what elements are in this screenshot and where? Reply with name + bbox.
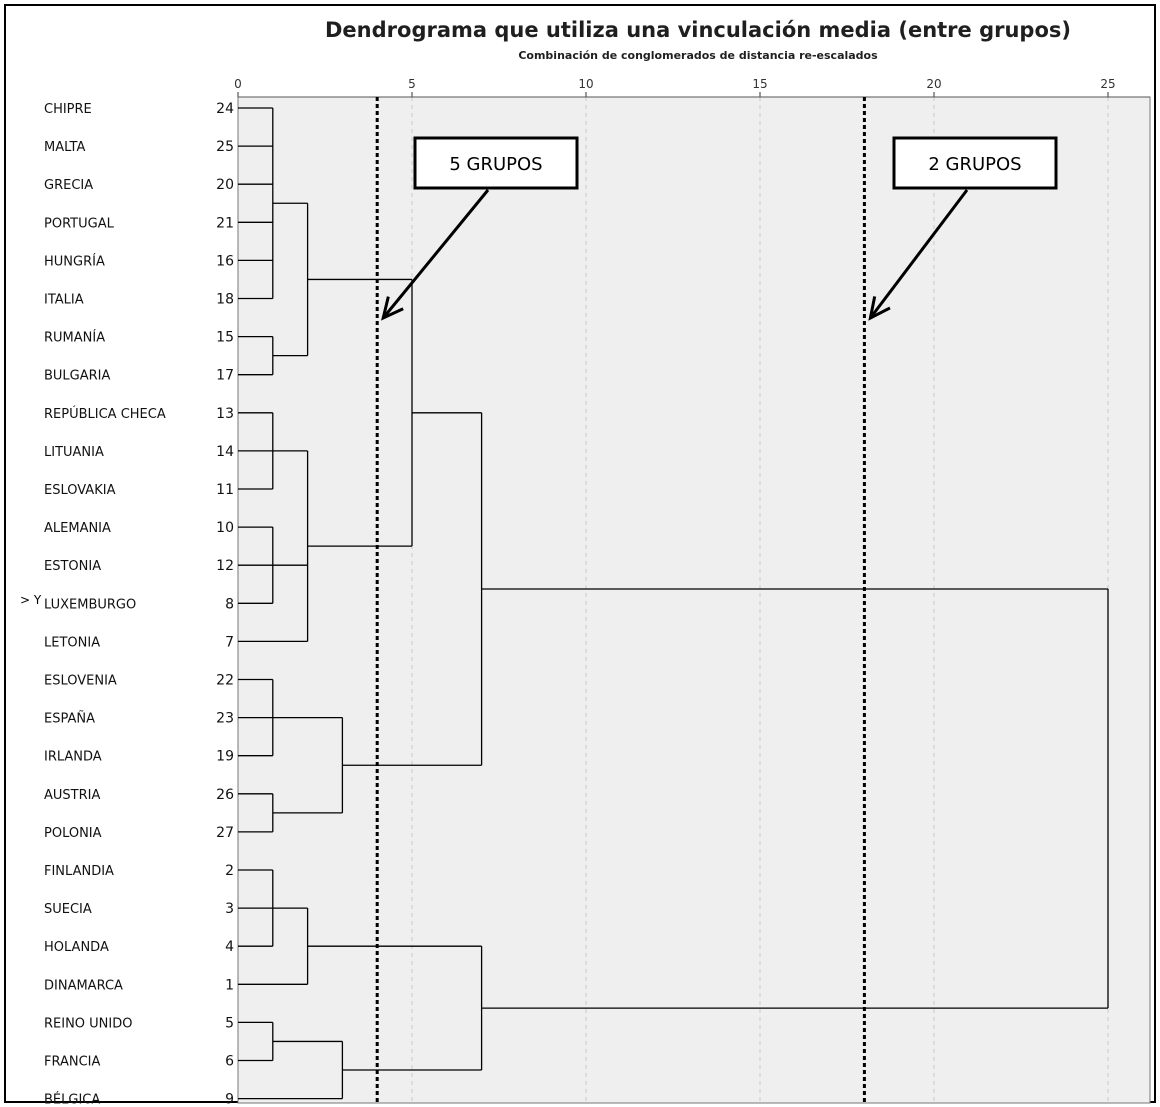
- x-tick-label: 10: [578, 77, 593, 91]
- leaf-label: RUMANÍA: [44, 330, 105, 346]
- callout-label: 2 GRUPOS: [928, 154, 1021, 175]
- leaf-id: 15: [216, 330, 234, 346]
- leaf-label: AUSTRIA: [44, 788, 100, 803]
- x-tick-label: 20: [926, 77, 941, 91]
- leaf-id: 19: [216, 749, 234, 765]
- arrow-shaft: [869, 189, 969, 319]
- y-marker-label: > Y: [20, 593, 42, 607]
- x-tick-label: 15: [752, 77, 767, 91]
- leaf-label: GRECIA: [44, 178, 93, 193]
- leaf-id: 3: [225, 901, 234, 917]
- x-tick-label: 25: [1100, 77, 1115, 91]
- leaf-id: 22: [216, 673, 234, 689]
- leaf-id: 26: [216, 787, 234, 803]
- leaf-id: 16: [216, 253, 234, 269]
- leaf-label: BULGARIA: [44, 369, 111, 384]
- leaf-label: PORTUGAL: [44, 216, 115, 231]
- leaf-label: LETONIA: [44, 635, 100, 650]
- callout-box: [413, 136, 579, 190]
- leaf-label: POLONIA: [44, 826, 102, 841]
- leaf-label: ESPAÑA: [44, 711, 95, 727]
- leaf-label: BÉLGICA: [44, 1092, 100, 1107]
- leaf-id: 1: [225, 977, 234, 993]
- leaf-id: 2: [225, 863, 234, 879]
- leaf-label: MALTA: [44, 140, 85, 155]
- leaf-label: HOLANDA: [44, 940, 109, 955]
- leaf-id: 25: [216, 139, 234, 155]
- leaf-id: 21: [216, 215, 234, 231]
- leaf-id: 18: [216, 292, 234, 308]
- chart-title: Dendrograma que utiliza una vinculación …: [325, 18, 1071, 42]
- leaf-id: 14: [216, 444, 234, 460]
- leaf-id: 9: [225, 1092, 234, 1107]
- leaf-id: 7: [225, 634, 234, 650]
- arrow-shaft: [382, 189, 490, 319]
- leaf-label: IRLANDA: [44, 750, 102, 765]
- x-tick-label: 0: [234, 77, 242, 91]
- leaf-id: 27: [216, 825, 234, 841]
- arrow-head: [381, 296, 404, 321]
- leaf-label: CHIPRE: [44, 102, 92, 117]
- leaf-label: LITUANIA: [44, 445, 104, 460]
- leaf-label: ESLOVENIA: [44, 674, 117, 689]
- leaf-id: 5: [225, 1015, 234, 1031]
- leaf-id: 6: [225, 1054, 234, 1070]
- x-tick-label: 5: [408, 77, 416, 91]
- plot-background: [237, 96, 1151, 1104]
- leaf-id: 17: [216, 368, 234, 384]
- x-axis-label: Combinación de conglomerados de distanci…: [518, 49, 878, 62]
- leaf-label: ESTONIA: [44, 559, 101, 574]
- leaf-id: 4: [225, 939, 234, 955]
- leaf-label: FINLANDIA: [44, 864, 114, 879]
- leaf-label: ALEMANIA: [44, 521, 111, 536]
- leaf-label: ITALIA: [44, 293, 84, 308]
- leaf-label: LUXEMBURGO: [44, 597, 136, 612]
- leaf-label: FRANCIA: [44, 1055, 101, 1070]
- leaf-id: 11: [216, 482, 234, 498]
- leaf-id: 20: [216, 177, 234, 193]
- arrow-head: [868, 296, 891, 321]
- leaf-id: 8: [225, 596, 234, 612]
- leaf-label: REPÚBLICA CHECA: [44, 406, 166, 422]
- callout-label: 5 GRUPOS: [449, 154, 542, 175]
- leaf-label: SUECIA: [44, 902, 92, 917]
- leaf-id: 10: [216, 520, 234, 536]
- leaf-label: REINO UNIDO: [44, 1016, 133, 1031]
- leaf-id: 24: [216, 101, 234, 117]
- callout-box: [892, 136, 1058, 190]
- leaf-label: HUNGRÍA: [44, 253, 105, 269]
- leaf-label: DINAMARCA: [44, 978, 123, 993]
- leaf-id: 13: [216, 406, 234, 422]
- leaf-id: 12: [216, 558, 234, 574]
- leaf-label: ESLOVAKIA: [44, 483, 116, 498]
- leaf-id: 23: [216, 711, 234, 727]
